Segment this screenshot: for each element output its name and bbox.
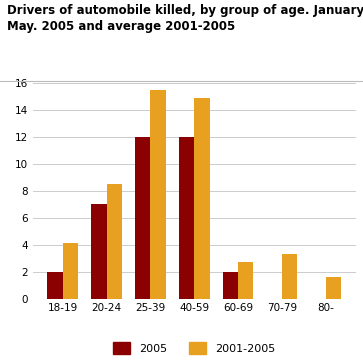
Bar <box>135 137 150 299</box>
Bar <box>194 98 209 299</box>
Bar <box>63 243 78 299</box>
Bar <box>238 262 253 299</box>
Bar <box>91 204 106 299</box>
Bar <box>106 184 122 299</box>
Text: Drivers of automobile killed, by group of age. January-
May. 2005 and average 20: Drivers of automobile killed, by group o… <box>7 4 363 33</box>
Bar <box>326 277 341 299</box>
Bar <box>47 272 63 299</box>
Bar <box>223 272 238 299</box>
Legend: 2005, 2001-2005: 2005, 2001-2005 <box>109 338 280 358</box>
Bar <box>179 137 194 299</box>
Bar <box>282 254 297 299</box>
Bar <box>150 90 166 299</box>
